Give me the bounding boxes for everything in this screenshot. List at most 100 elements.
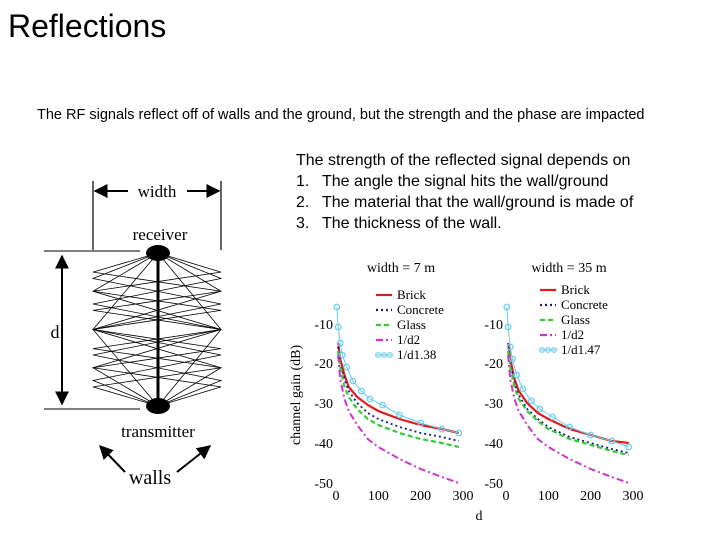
walls-label: walls xyxy=(129,467,171,489)
reflection-ray xyxy=(92,252,222,407)
factor-text: The thickness of the wall. xyxy=(322,215,502,232)
data-point xyxy=(536,405,544,413)
x-tick-label: 200 xyxy=(410,489,431,504)
legend-label: 1/d2 xyxy=(561,327,584,342)
factor-item: 3. The thickness of the wall. xyxy=(296,213,633,234)
x-tick-label: 100 xyxy=(368,489,389,504)
y-tick-label: -20 xyxy=(484,357,503,372)
y-tick-label: -30 xyxy=(314,397,333,412)
data-point xyxy=(587,431,595,439)
data-point xyxy=(339,351,346,359)
factor-item: 2. The material that the wall/ground is m… xyxy=(296,192,633,213)
data-point xyxy=(455,429,463,437)
data-point xyxy=(528,397,535,405)
legend-label: Brick xyxy=(397,287,426,302)
series-line xyxy=(337,350,460,449)
walls-arrow-right xyxy=(176,445,212,473)
legend-label: Glass xyxy=(561,312,590,327)
data-point xyxy=(366,395,374,403)
legend-label: 1/d1.38 xyxy=(397,347,436,362)
data-point xyxy=(608,437,616,445)
series-line xyxy=(506,306,629,448)
series-line xyxy=(336,306,459,434)
data-point xyxy=(334,323,342,331)
y-tick-label: -10 xyxy=(484,318,503,333)
series-line xyxy=(507,354,630,484)
data-point xyxy=(336,339,344,347)
legend-label: 1/d1.47 xyxy=(561,342,601,357)
y-tick-label: -40 xyxy=(484,437,503,452)
series-line xyxy=(337,342,460,435)
y-tick-label: -20 xyxy=(314,357,333,372)
data-point xyxy=(503,303,511,311)
y-tick-label: -50 xyxy=(314,477,333,492)
plot-area xyxy=(335,282,464,486)
data-point xyxy=(358,387,365,395)
data-point xyxy=(566,423,573,431)
data-point xyxy=(625,443,633,451)
slide-subtitle: The RF signals reflect off of walls and … xyxy=(37,107,645,123)
transmitter-label: transmitter xyxy=(121,422,195,441)
plot-area xyxy=(505,282,634,486)
width-label: width xyxy=(138,182,177,201)
chart-panel-right: -10 -20 -30 -40 -500 100 200 300 BrickConcreteGl… xyxy=(484,282,643,504)
y-tick-label: -50 xyxy=(484,477,503,492)
factor-number: 1. xyxy=(296,173,310,190)
factor-number: 3. xyxy=(296,215,310,232)
legend-label: Glass xyxy=(397,317,426,332)
legend-marker xyxy=(539,347,545,353)
factor-item: 1. The angle the signal hits the wall/gro… xyxy=(296,171,633,192)
factor-text: The angle the signal hits the wall/groun… xyxy=(322,173,609,190)
data-point xyxy=(333,303,341,311)
x-axis-label: d xyxy=(476,509,483,524)
data-point xyxy=(519,385,527,393)
data-point xyxy=(513,371,520,379)
series-line xyxy=(507,346,630,454)
data-point xyxy=(417,419,425,427)
legend-marker xyxy=(381,352,387,358)
legend-marker xyxy=(375,352,381,358)
x-tick-label: 100 xyxy=(538,489,559,504)
data-point xyxy=(504,323,512,331)
x-tick-label: 0 xyxy=(503,489,510,504)
legend-marker xyxy=(551,347,557,353)
legend-marker xyxy=(545,347,551,353)
d-label: d xyxy=(51,322,60,342)
legend-label: Brick xyxy=(561,282,590,297)
y-tick-label: -30 xyxy=(484,397,503,412)
reflection-factors: The strength of the reflected signal dep… xyxy=(296,150,633,234)
legend-label: Concrete xyxy=(397,302,444,317)
slide-title: Reflections xyxy=(8,8,167,44)
data-point xyxy=(506,343,514,351)
series-line xyxy=(507,350,630,457)
factor-number: 2. xyxy=(296,194,310,211)
data-point xyxy=(343,363,351,371)
factors-intro: The strength of the reflected signal dep… xyxy=(296,152,631,169)
legend-label: Concrete xyxy=(561,297,608,312)
x-tick-label: 300 xyxy=(453,489,474,504)
x-tick-label: 0 xyxy=(333,489,340,504)
x-tick-label: 200 xyxy=(580,489,601,504)
y-tick-label: -10 xyxy=(314,318,333,333)
chart-panel-left: -10 -20 -30 -40 -500 100 200 300 BrickConcreteGl… xyxy=(314,282,474,504)
chart-title-left: width = 7 m xyxy=(367,261,435,276)
legend-marker xyxy=(387,352,393,358)
reflection-ray xyxy=(92,252,222,407)
data-point xyxy=(509,355,516,363)
transmitter-antenna-icon xyxy=(146,398,170,414)
y-tick-label: -40 xyxy=(314,437,333,452)
series-line xyxy=(337,354,460,484)
receiver-label: receiver xyxy=(133,225,188,244)
receiver-antenna-icon xyxy=(146,245,170,261)
data-point xyxy=(549,413,556,421)
factor-text: The material that the wall/ground is mad… xyxy=(322,194,634,211)
data-point xyxy=(349,377,357,385)
legend-label: 1/d2 xyxy=(397,332,420,347)
walls-arrow-left xyxy=(99,444,126,473)
reflection-rays xyxy=(91,252,223,407)
chart-title-right: width = 35 m xyxy=(531,261,606,276)
data-point xyxy=(379,401,387,409)
data-point xyxy=(396,411,403,419)
